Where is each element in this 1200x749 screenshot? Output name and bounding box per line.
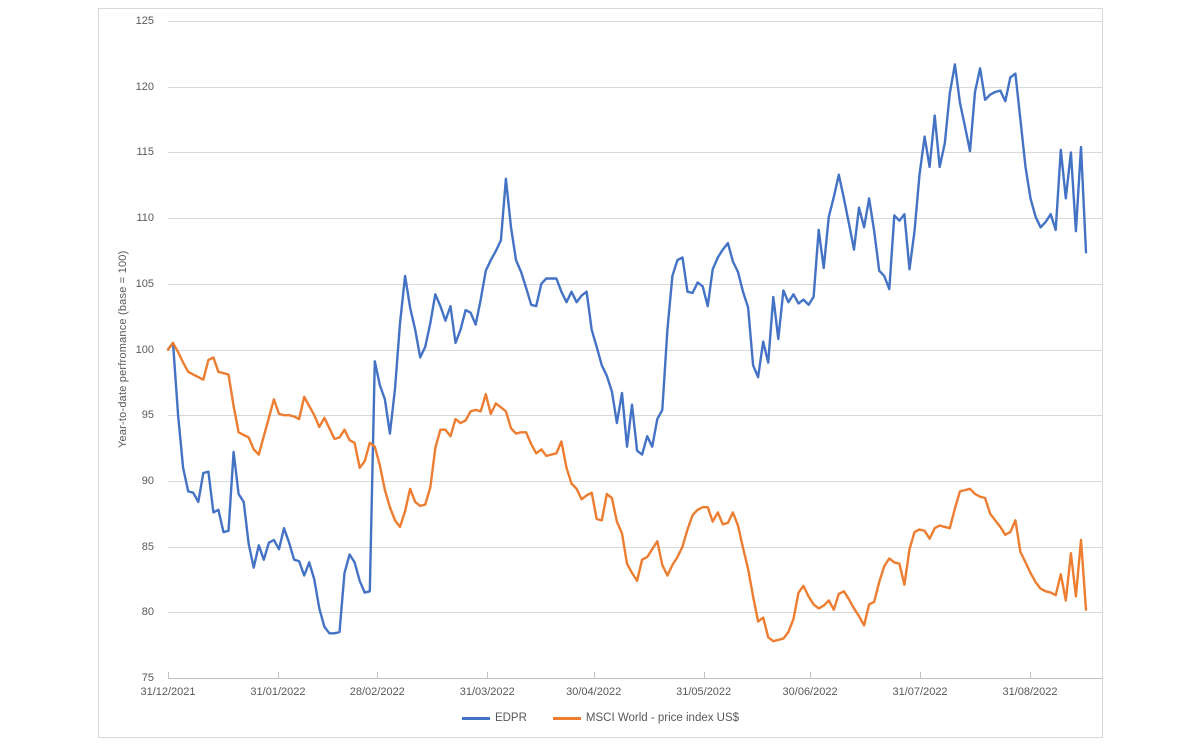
edpr-legend-line bbox=[461, 716, 490, 720]
legend-item-edpr: EDPR bbox=[461, 712, 527, 724]
x-axis-tick-label: 31/12/2021 bbox=[140, 686, 196, 698]
x-axis-tick-label: 31/08/2022 bbox=[1002, 686, 1058, 698]
y-axis-tick-label: 120 bbox=[135, 80, 154, 93]
legend: EDPR MSCI World - price index US$ bbox=[98, 712, 1103, 724]
msci-world-legend-label: MSCI World - price index US$ bbox=[585, 712, 740, 724]
x-axis-tick-label: 30/06/2022 bbox=[782, 686, 838, 698]
edpr-legend-label: EDPR bbox=[494, 712, 527, 724]
x-axis-tick-label: 31/07/2022 bbox=[892, 686, 948, 698]
msci-world-legend-line bbox=[552, 716, 581, 720]
y-axis-tick-label: 75 bbox=[141, 672, 154, 684]
y-axis-tick-label: 80 bbox=[141, 606, 154, 619]
y-axis-tick-label: 95 bbox=[141, 409, 154, 422]
x-axis-tick-label: 28/02/2022 bbox=[349, 686, 405, 698]
edpr-line-series bbox=[166, 63, 1088, 635]
y-axis-tick-label: 110 bbox=[136, 212, 154, 225]
y-axis-tick-label: 90 bbox=[141, 474, 154, 487]
y-axis-tick-label: 105 bbox=[135, 277, 154, 290]
x-axis-tick-label: 30/04/2022 bbox=[566, 686, 622, 698]
legend-item-msci-world: MSCI World - price index US$ bbox=[552, 712, 740, 724]
msci-world-line-series bbox=[166, 341, 1088, 643]
x-axis-tick-label: 31/01/2022 bbox=[250, 686, 306, 698]
y-axis-tick-label: 85 bbox=[141, 540, 154, 553]
y-axis-tick-label: 100 bbox=[135, 343, 154, 356]
x-axis-tick-label: 31/05/2022 bbox=[676, 686, 732, 698]
y-axis-tick-label: 115 bbox=[136, 146, 154, 159]
y-axis-tick-label: 125 bbox=[135, 15, 154, 27]
x-axis-tick-label: 31/03/2022 bbox=[459, 686, 515, 698]
